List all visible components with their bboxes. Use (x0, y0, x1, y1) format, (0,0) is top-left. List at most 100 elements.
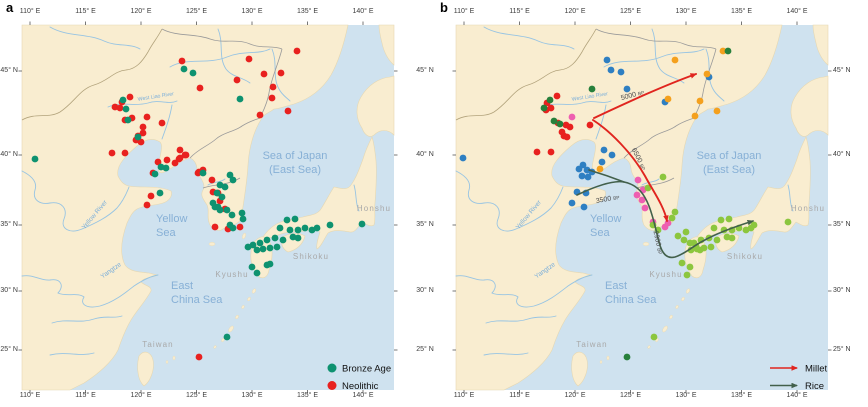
site-dot (750, 221, 758, 229)
site-dot (713, 236, 721, 244)
dispersal-arrow-rice-branch-3500 (588, 169, 625, 183)
small-island (681, 296, 685, 302)
small-island (228, 325, 234, 333)
site-dot (253, 269, 261, 277)
small-island (242, 232, 246, 240)
site-dot (266, 244, 274, 252)
legend-panel-a: Bronze Age Neolithic (327, 363, 391, 392)
river-line (603, 48, 705, 68)
site-dot (584, 173, 592, 181)
small-island (241, 305, 245, 309)
landmass-mainland-asia (21, 24, 349, 391)
lon-label-top-b: 140° E (786, 8, 808, 15)
sites-light-green (644, 173, 792, 341)
site-dot (556, 120, 564, 128)
site-dot (283, 216, 291, 224)
river-line (541, 100, 612, 108)
site-dot (719, 47, 727, 55)
site-dot (229, 176, 237, 184)
small-island (235, 314, 239, 320)
site-dot (176, 154, 184, 162)
site-dot (566, 123, 574, 131)
site-dot (268, 94, 276, 102)
lon-label-top-a: 110° E (19, 8, 41, 15)
lon-label-top-a: 125° E (185, 8, 208, 15)
small-island (606, 355, 610, 361)
site-dot (139, 129, 147, 137)
site-dot (208, 176, 216, 184)
site-dot (644, 184, 652, 192)
lon-label-bottom-a: 130° E (241, 392, 263, 399)
lon-label-bottom-b: 110° E (453, 392, 475, 399)
sites-blue (459, 56, 713, 211)
river-line (169, 48, 271, 68)
small-island (213, 345, 217, 349)
river-line (483, 352, 529, 356)
site-dot (301, 224, 309, 232)
site-dot (137, 138, 145, 146)
site-dot (623, 85, 631, 93)
river-line (49, 352, 95, 356)
site-dot (664, 95, 672, 103)
country-border (21, 28, 163, 121)
site-dot (259, 245, 267, 253)
small-island (662, 325, 668, 333)
site-dot (229, 224, 237, 232)
lat-label-middle: 30° N (416, 286, 434, 294)
site-dot (228, 211, 236, 219)
map-panel-b-crop-dispersal: Sea of Japan (East Sea) Yellow Sea East China… (452, 21, 832, 394)
site-dot (691, 112, 699, 120)
site-dot (293, 47, 301, 55)
map-label: (East Sea) (269, 164, 321, 176)
site-dot (674, 232, 682, 240)
map-label: Kyushu (649, 270, 682, 279)
site-dot (248, 263, 256, 271)
site-dot (211, 223, 219, 231)
map-panel-a-archaeological-sites: Sea of Japan (East Sea) Yellow Sea East China… (18, 21, 398, 394)
site-dot (291, 215, 299, 223)
legend-dot-bronze-age (327, 363, 337, 373)
site-dot (294, 226, 302, 234)
site-dot (236, 223, 244, 231)
site-dot (588, 85, 596, 93)
site-dot (558, 128, 566, 136)
site-dot (271, 234, 279, 242)
site-dot (459, 154, 467, 162)
site-dot (634, 176, 642, 184)
small-island (642, 241, 650, 246)
map-label: East (171, 280, 193, 292)
lon-label-bottom-a: 135° E (296, 392, 319, 399)
lat-label-middle: 35° N (416, 220, 434, 228)
dispersal-arrow-millet-6500 (592, 119, 669, 222)
site-dot (199, 169, 207, 177)
map-label: Sea (156, 227, 176, 239)
site-dot (269, 83, 277, 91)
site-dot (598, 158, 606, 166)
river-line (787, 184, 794, 212)
legend-label: Neolithic (342, 381, 379, 392)
site-dot (686, 263, 694, 271)
site-dot (181, 151, 189, 159)
site-dot (575, 165, 583, 173)
country-border (623, 117, 695, 159)
site-dot (358, 220, 366, 228)
small-island (208, 241, 216, 246)
site-dot (326, 221, 334, 229)
site-dot (725, 215, 733, 223)
lon-label-bottom-a: 140° E (352, 392, 374, 399)
site-dot (213, 189, 221, 197)
river-line (21, 274, 159, 308)
map-label: (East Sea) (703, 164, 755, 176)
dispersal-arrow-millet-5000 (593, 73, 697, 119)
site-dot (233, 76, 241, 84)
site-dot (696, 97, 704, 105)
site-dot (687, 246, 695, 254)
map-label: Honshu (357, 204, 391, 213)
lat-label-middle: 25° N (416, 345, 434, 353)
site-dot (119, 96, 127, 104)
site-dot (266, 260, 274, 268)
river-line (161, 104, 173, 140)
site-dot (189, 69, 197, 77)
site-dot (276, 224, 284, 232)
lon-label-top-a: 140° E (352, 8, 374, 15)
